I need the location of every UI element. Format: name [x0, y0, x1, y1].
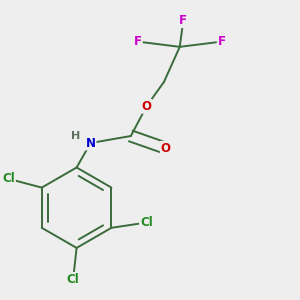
Text: Cl: Cl — [2, 172, 15, 185]
Text: N: N — [85, 136, 96, 149]
Text: Cl: Cl — [140, 216, 153, 229]
Text: F: F — [134, 35, 142, 48]
Text: F: F — [218, 35, 226, 48]
Text: O: O — [142, 100, 152, 113]
Text: O: O — [161, 142, 171, 155]
Text: F: F — [179, 14, 187, 27]
Text: H: H — [71, 131, 80, 141]
Text: Cl: Cl — [67, 273, 80, 286]
